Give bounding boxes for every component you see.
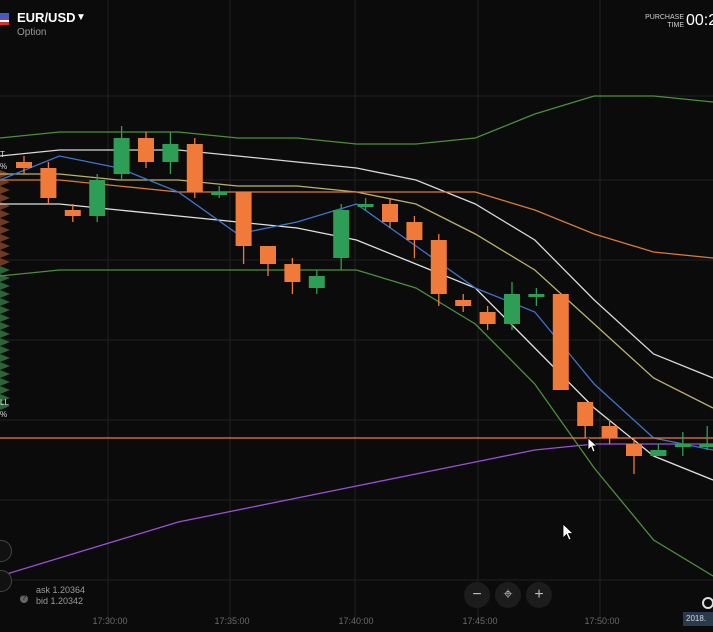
depth-marker — [0, 402, 10, 410]
depth-marker — [0, 290, 10, 298]
depth-marker — [0, 226, 10, 234]
candle — [64, 210, 81, 216]
depth-marker — [0, 314, 10, 322]
depth-marker — [0, 186, 10, 194]
candle — [626, 444, 642, 456]
depth-marker — [0, 258, 10, 266]
candle — [235, 192, 252, 246]
candle — [40, 168, 57, 198]
flag-us-icon — [0, 13, 9, 25]
zoom-out-button[interactable]: − — [464, 582, 490, 608]
bid-quote: bid 1.20342 — [36, 596, 84, 606]
x-tick-label: 17:50:00 — [584, 616, 619, 626]
purchase-timer: 00:2 — [686, 12, 713, 29]
candle — [382, 204, 398, 222]
depth-marker — [0, 298, 10, 306]
indicator-line — [0, 179, 713, 259]
candle — [357, 204, 374, 207]
indicator-line — [0, 95, 713, 145]
depth-marker — [0, 242, 10, 250]
indicator-line — [0, 269, 713, 577]
depth-marker — [0, 250, 10, 258]
purchase-time-label: PURCHASE TIME — [640, 14, 684, 30]
zoom-in-button[interactable]: + — [526, 582, 552, 608]
x-tick-label: 17:40:00 — [338, 616, 373, 626]
x-tick-label: 17:35:00 — [214, 616, 249, 626]
candle — [260, 246, 276, 264]
candle — [162, 144, 179, 162]
put-label: LL — [0, 398, 9, 407]
candle — [455, 300, 472, 306]
candle — [577, 402, 594, 426]
candle — [504, 294, 520, 324]
put-percent: % — [0, 410, 8, 419]
asset-name: EUR/USD — [17, 10, 76, 25]
candle — [89, 180, 106, 216]
asset-type: Option — [17, 27, 47, 38]
depth-marker — [0, 218, 10, 226]
quotes-panel: ask 1.20364 bid 1.20342 — [36, 585, 85, 607]
purchase-label: PURCHASE — [645, 14, 684, 21]
cursor-icon — [587, 437, 597, 453]
candle — [430, 240, 447, 294]
depth-marker — [0, 306, 10, 314]
depth-marker — [0, 210, 10, 218]
candle — [113, 138, 130, 174]
candle — [138, 138, 154, 162]
info-icon[interactable]: ? — [20, 595, 28, 603]
depth-marker — [0, 282, 10, 290]
depth-marker — [0, 346, 10, 354]
candle — [674, 444, 691, 447]
candle — [406, 222, 423, 240]
depth-marker — [0, 266, 10, 274]
candle — [479, 312, 496, 324]
candle — [528, 294, 545, 297]
ask-quote: ask 1.20364 — [36, 585, 86, 595]
x-tick-label: 17:30:00 — [92, 616, 127, 626]
depth-marker — [0, 234, 10, 242]
depth-marker — [0, 362, 10, 370]
candle — [552, 294, 569, 390]
indicator-line — [0, 443, 713, 577]
candle — [308, 276, 325, 288]
candle — [186, 144, 203, 192]
depth-marker — [0, 194, 10, 202]
gear-icon[interactable] — [702, 597, 713, 609]
indicator-line — [0, 203, 713, 481]
center-chart-button[interactable]: ⌖ — [495, 582, 521, 608]
depth-marker — [0, 202, 10, 210]
candle — [650, 450, 667, 456]
time-label: TIME — [667, 22, 684, 29]
candle — [284, 264, 301, 282]
candle — [16, 162, 32, 168]
depth-marker — [0, 394, 10, 402]
depth-marker — [0, 354, 10, 362]
date-badge: 2018. — [683, 612, 713, 626]
depth-marker — [0, 386, 10, 394]
call-percent: % — [0, 162, 8, 171]
indicator-line — [0, 155, 713, 451]
candle — [601, 426, 618, 438]
x-tick-label: 17:45:00 — [462, 616, 497, 626]
depth-marker — [0, 322, 10, 330]
candle — [333, 210, 350, 258]
cursor-icon — [562, 523, 574, 541]
call-label: T — [0, 150, 5, 159]
depth-marker — [0, 330, 10, 338]
depth-marker — [0, 378, 10, 386]
caret-down-icon[interactable]: ▼ — [76, 12, 86, 23]
candle — [211, 192, 228, 195]
depth-marker — [0, 338, 10, 346]
candle — [699, 444, 713, 447]
depth-marker — [0, 370, 10, 378]
